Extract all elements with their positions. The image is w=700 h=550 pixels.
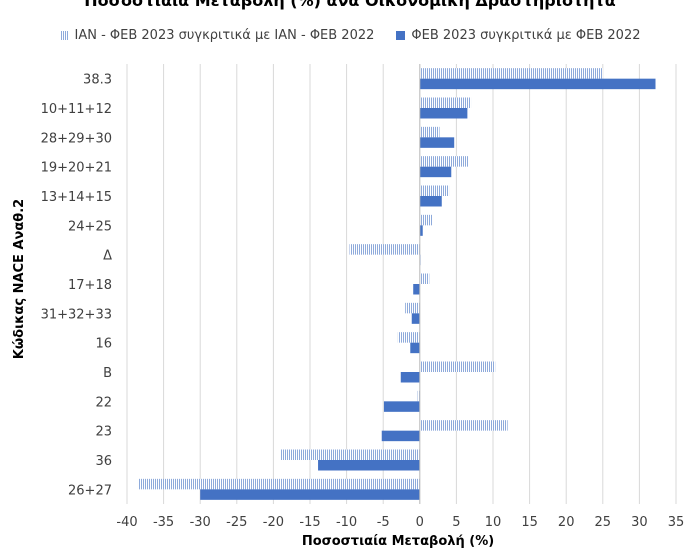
x-tick-label: 10: [485, 515, 502, 530]
x-tick-label: 20: [558, 515, 575, 530]
bar-cumulative: [405, 302, 420, 314]
y-category-label: 23: [95, 425, 112, 440]
bar-february: [419, 78, 656, 90]
bar-cumulative: [280, 449, 420, 460]
bar-cumulative: [349, 244, 420, 255]
x-tick-label: -25: [226, 515, 247, 530]
chart-title: Ποσοστιαία Μεταβολή (%) ανά Οικονομική Δ…: [84, 0, 616, 10]
axes: -40 -35 -30 -25 -20 -15 -10 -5 0 5 10 15 20 25 30 35 38.…: [41, 64, 685, 530]
x-tick-label: 5: [452, 515, 460, 530]
y-category-label: B: [103, 366, 112, 381]
y-category-label: 17+18: [68, 278, 112, 293]
x-tick-label: 15: [521, 515, 538, 530]
bar-cumulative: [137, 478, 420, 490]
x-tick-label: 25: [595, 515, 612, 530]
x-axis-title: Ποσοστιαία Μεταβολή (%): [302, 534, 494, 549]
bar-cumulative: [419, 68, 603, 79]
legend-label-cumulative: ΙΑΝ - ΦΕΒ 2023 συγκριτικά με ΙΑΝ - ΦΕΒ 2…: [74, 28, 375, 43]
y-category-label: 31+32+33: [41, 307, 112, 322]
bar-cumulative: [419, 273, 430, 284]
bar-cumulative: [419, 185, 450, 196]
bar-cumulative: [419, 126, 440, 138]
legend-entry-cumulative: ΙΑΝ - ΦΕΒ 2023 συγκριτικά με ΙΑΝ - ΦΕΒ 2…: [59, 28, 375, 43]
bar-cumulative: [419, 420, 508, 431]
y-category-label: Δ: [103, 249, 112, 264]
x-tick-label: -5: [377, 515, 390, 530]
bar-cumulative: [419, 97, 472, 108]
bar-february: [411, 313, 420, 324]
x-tick-label: 30: [631, 515, 648, 530]
bar-february: [410, 342, 420, 354]
y-category-label: 16: [95, 337, 112, 352]
legend: ΙΑΝ - ΦΕΒ 2023 συγκριτικά με ΙΑΝ - ΦΕΒ 2…: [0, 28, 700, 43]
bar-february: [419, 137, 455, 148]
y-category-label: 24+25: [68, 219, 112, 234]
legend-entry-february: ΦΕΒ 2023 συγκριτικά με ΦΕΒ 2022: [396, 28, 641, 43]
legend-swatch-hatched: [59, 31, 69, 40]
bar-february: [200, 489, 420, 500]
bar-february: [381, 430, 420, 442]
x-tick-label: 35: [668, 515, 685, 530]
y-category-label: 36: [95, 454, 112, 469]
bar-cumulative: [417, 390, 420, 402]
y-axis-title: Κώδικας NACE Αναθ.2: [12, 199, 27, 359]
y-category-label: 28+29+30: [41, 131, 112, 146]
bar-february: [400, 372, 420, 383]
bar-cumulative: [419, 214, 433, 226]
bars: [137, 68, 656, 500]
bar-february: [413, 284, 420, 295]
x-tick-label: -15: [299, 515, 320, 530]
legend-label-february: ΦΕΒ 2023 συγκριτικά με ΦΕΒ 2022: [411, 28, 641, 43]
bar-february: [318, 460, 420, 471]
bar-cumulative: [419, 156, 469, 167]
bar-cumulative: [397, 332, 420, 343]
y-category-label: 10+11+12: [41, 102, 112, 117]
x-tick-label: -10: [336, 515, 357, 530]
bar-cumulative: [419, 361, 496, 372]
y-category-label: 26+27: [68, 483, 112, 498]
x-tick-label: -20: [263, 515, 284, 530]
bar-february: [419, 196, 442, 207]
legend-swatch-solid: [396, 31, 406, 40]
y-category-label: 22: [95, 395, 112, 410]
bar-february: [419, 166, 452, 178]
y-category-label: 38.3: [83, 73, 112, 88]
x-tick-label: -30: [190, 515, 211, 530]
y-category-label: 13+14+15: [41, 190, 112, 205]
x-tick-label: -40: [116, 515, 137, 530]
x-tick-label: -35: [153, 515, 174, 530]
bar-february: [383, 401, 420, 412]
x-tick-label: 0: [416, 515, 424, 530]
y-category-label: 19+20+21: [41, 161, 112, 176]
bar-february: [419, 225, 423, 236]
bar-february: [419, 108, 468, 119]
